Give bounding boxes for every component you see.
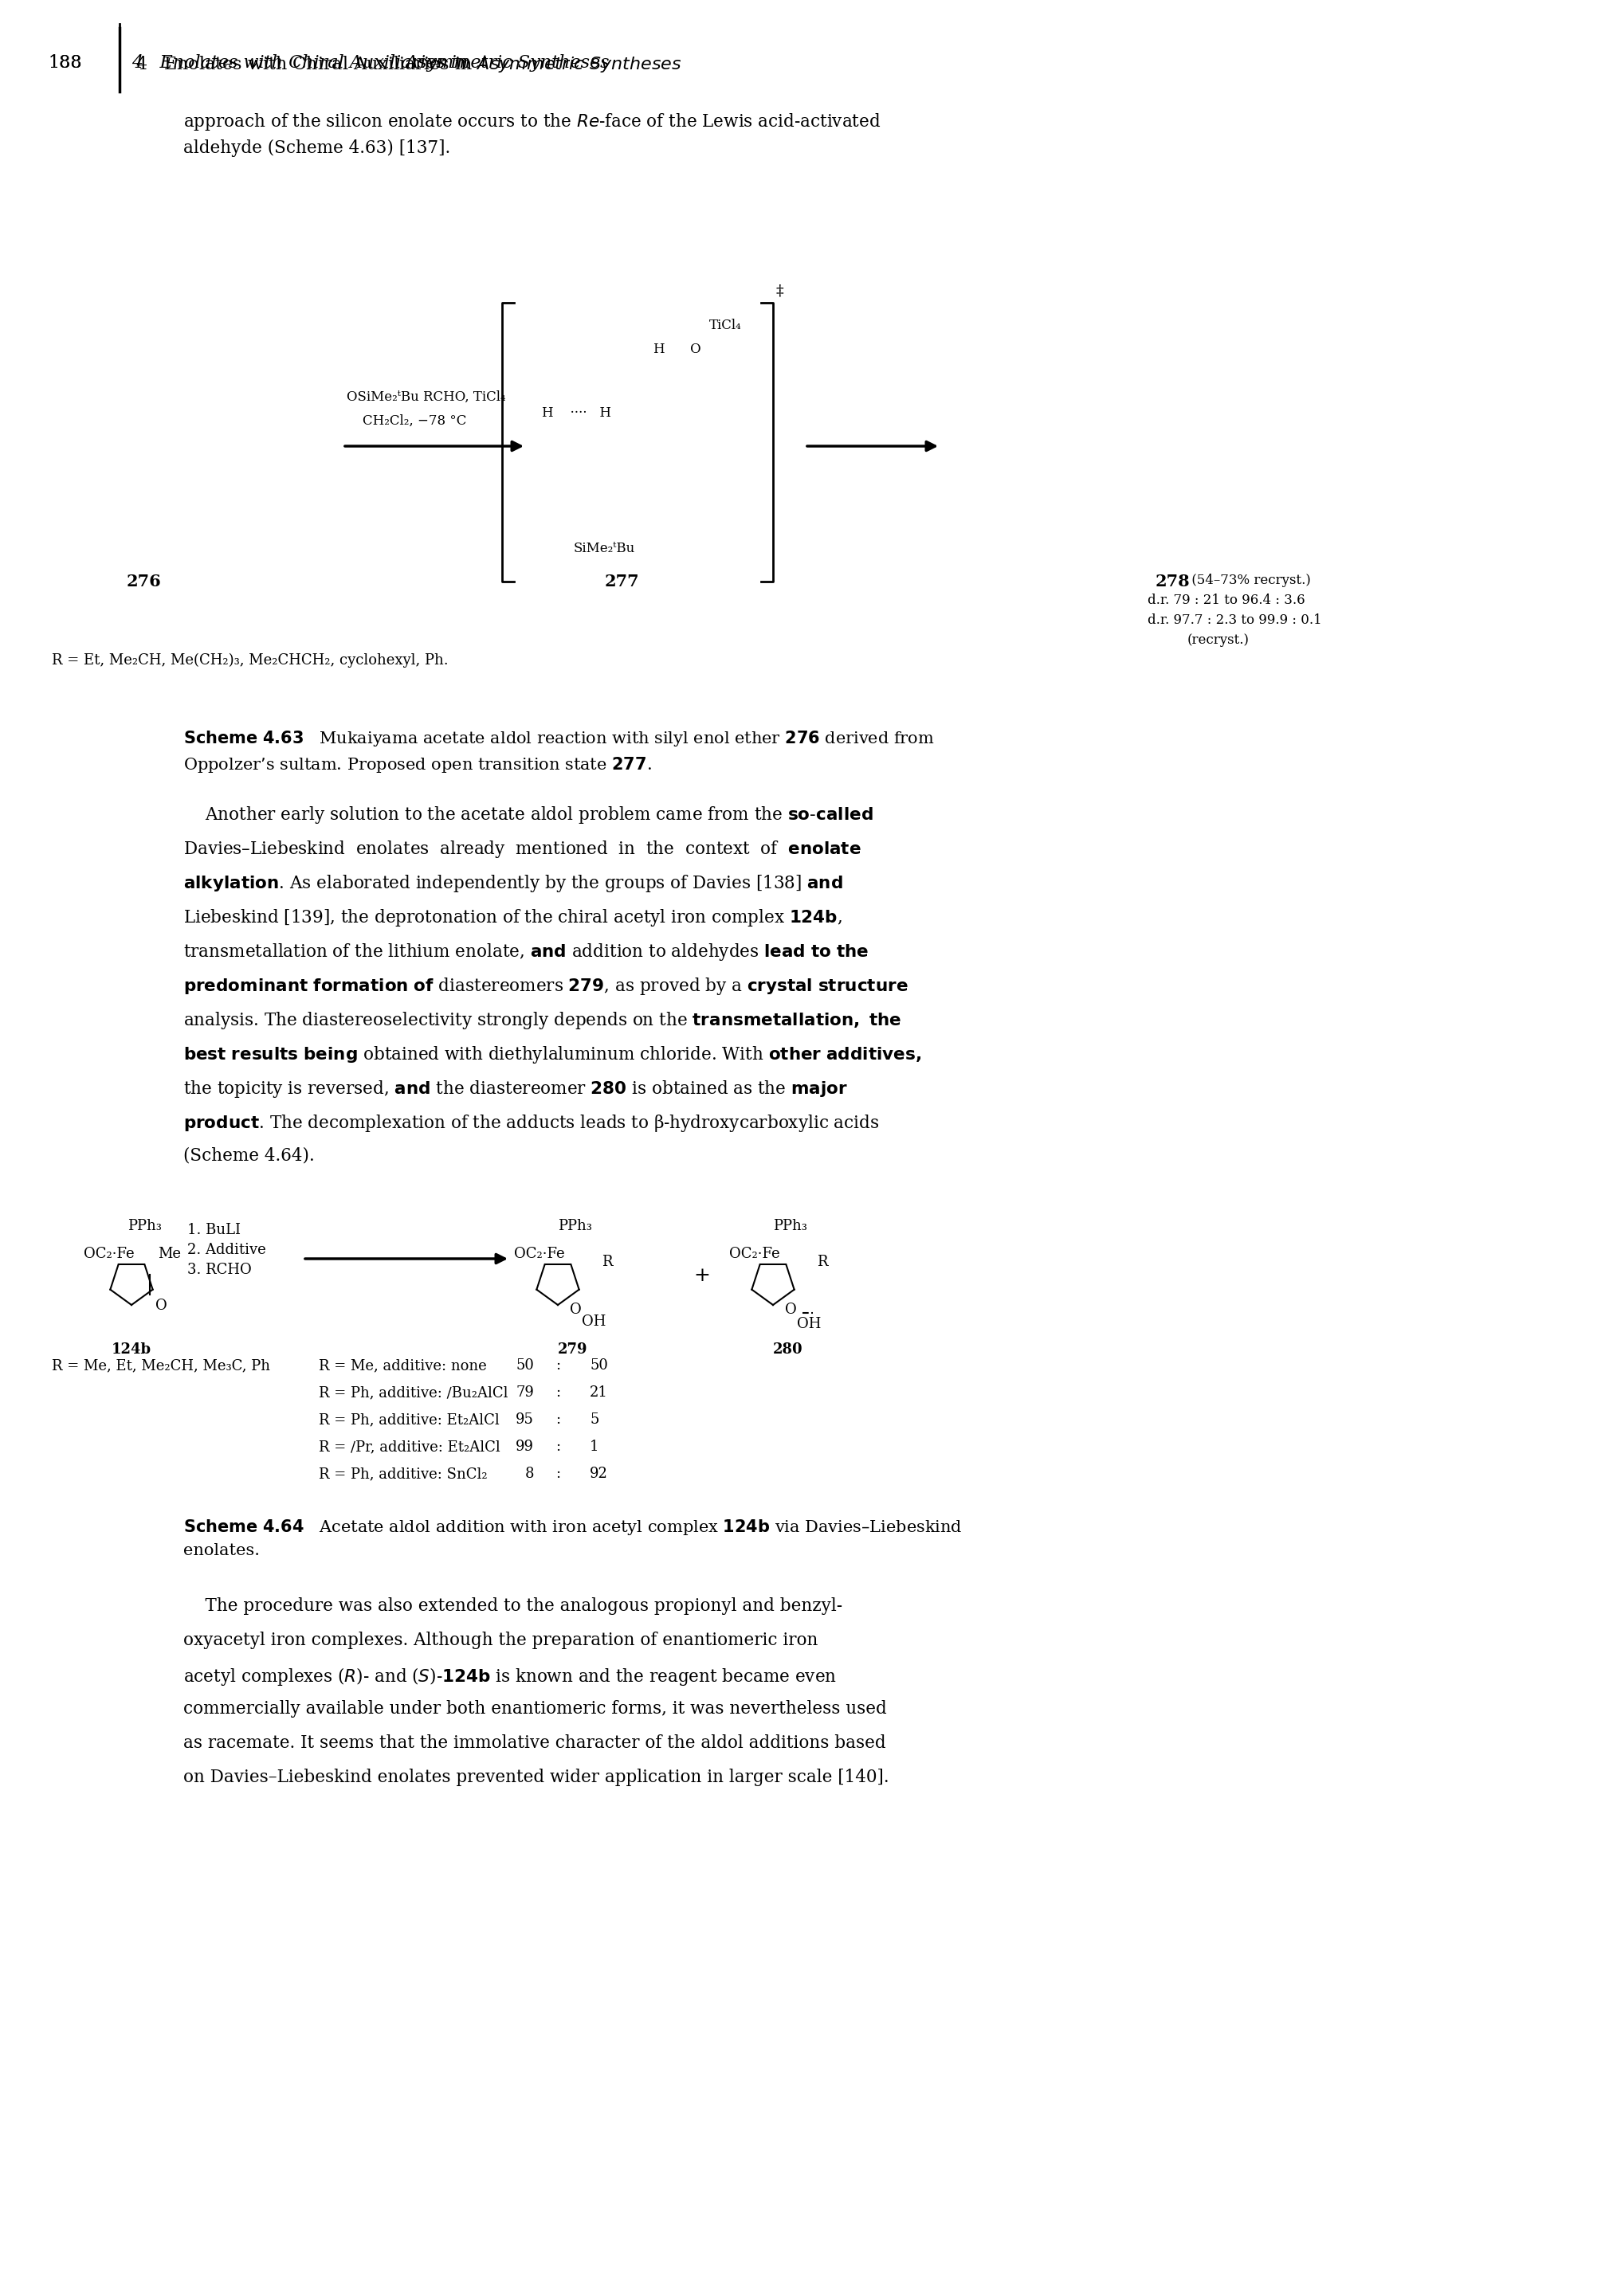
Bar bbox=[48, 232, 1555, 709]
Text: R = Ph, additive: SnCl₂: R = Ph, additive: SnCl₂ bbox=[319, 1467, 487, 1481]
Text: Liebeskind [139], the deprotonation of the chiral acetyl iron complex $\bf{124b}: Liebeskind [139], the deprotonation of t… bbox=[183, 907, 842, 928]
Text: 95: 95 bbox=[516, 1412, 533, 1426]
Text: SiMe₂ᵗBu: SiMe₂ᵗBu bbox=[573, 542, 636, 556]
Text: approach of the silicon enolate occurs to the $\it{Re}$-face of the Lewis acid-a: approach of the silicon enolate occurs t… bbox=[183, 113, 881, 158]
Text: TiCl₄: TiCl₄ bbox=[709, 319, 741, 333]
Text: $\bf{alkylation}$. As elaborated independently by the groups of Davies [138] $\b: $\bf{alkylation}$. As elaborated indepen… bbox=[183, 872, 844, 893]
Text: the topicity is reversed, $\bf{and}$ the diastereomer $\bf{280}$ is obtained as : the topicity is reversed, $\bf{and}$ the… bbox=[183, 1079, 849, 1100]
Text: R = ∕Pr, additive: Et₂AlCl: R = ∕Pr, additive: Et₂AlCl bbox=[319, 1440, 500, 1453]
Text: 4   Enolates with Chiral Auxiliaries in: 4 Enolates with Chiral Auxiliaries in bbox=[131, 55, 474, 71]
Text: O: O bbox=[784, 1302, 797, 1318]
Text: O: O bbox=[570, 1302, 581, 1318]
Text: $\bf{Scheme\ 4.64}$   Acetate aldol addition with iron acetyl complex $\bf{124b}: $\bf{Scheme\ 4.64}$ Acetate aldol additi… bbox=[183, 1518, 962, 1559]
Text: R = Me, Et, Me₂CH, Me₃C, Ph: R = Me, Et, Me₂CH, Me₃C, Ph bbox=[51, 1359, 271, 1373]
Text: transmetallation of the lithium enolate, $\bf{and}$ addition to aldehydes $\bf{l: transmetallation of the lithium enolate,… bbox=[183, 941, 869, 962]
Text: 280: 280 bbox=[773, 1343, 804, 1357]
Text: (54–73% recryst.): (54–73% recryst.) bbox=[1188, 574, 1311, 588]
Text: 79: 79 bbox=[516, 1384, 533, 1401]
Text: 3. RCHO: 3. RCHO bbox=[187, 1263, 251, 1277]
Text: :: : bbox=[556, 1412, 560, 1426]
Text: 277: 277 bbox=[604, 574, 639, 590]
Text: d.r. 79 : 21 to 96.4 : 3.6: d.r. 79 : 21 to 96.4 : 3.6 bbox=[1148, 595, 1305, 606]
Text: :: : bbox=[556, 1467, 560, 1481]
Text: 278: 278 bbox=[1156, 574, 1190, 590]
Text: 2. Additive: 2. Additive bbox=[187, 1242, 266, 1258]
Text: R = Ph, additive: ∕Bu₂AlCl: R = Ph, additive: ∕Bu₂AlCl bbox=[319, 1384, 508, 1401]
Text: analysis. The diastereoselectivity strongly depends on the $\bf{transmetallation: analysis. The diastereoselectivity stron… bbox=[183, 1010, 901, 1031]
Text: PPh₃: PPh₃ bbox=[773, 1219, 807, 1233]
Text: 8: 8 bbox=[525, 1467, 533, 1481]
Text: 188: 188 bbox=[48, 55, 82, 71]
Text: OH: OH bbox=[581, 1316, 605, 1329]
Text: :: : bbox=[556, 1440, 560, 1453]
Text: OC₂·Fe: OC₂·Fe bbox=[83, 1247, 134, 1261]
Text: OC₂·Fe: OC₂·Fe bbox=[728, 1247, 780, 1261]
Text: +: + bbox=[693, 1267, 709, 1286]
Text: PPh₃: PPh₃ bbox=[128, 1219, 162, 1233]
Text: 21: 21 bbox=[589, 1384, 608, 1401]
Text: R: R bbox=[817, 1254, 828, 1270]
Text: Asymmetric Syntheses: Asymmetric Syntheses bbox=[405, 55, 610, 71]
Text: commercially available under both enantiomeric forms, it was nevertheless used: commercially available under both enanti… bbox=[183, 1699, 887, 1717]
Text: H    ····   H: H ···· H bbox=[541, 406, 612, 420]
Text: oxyacetyl iron complexes. Although the preparation of enantiomeric iron: oxyacetyl iron complexes. Although the p… bbox=[183, 1632, 818, 1649]
Text: 99: 99 bbox=[516, 1440, 533, 1453]
Text: R = Me, additive: none: R = Me, additive: none bbox=[319, 1359, 487, 1373]
Text: (recryst.): (recryst.) bbox=[1188, 634, 1249, 647]
Text: on Davies–Liebeskind enolates prevented wider application in larger scale [140].: on Davies–Liebeskind enolates prevented … bbox=[183, 1768, 889, 1786]
Text: 1. BuLI: 1. BuLI bbox=[187, 1224, 240, 1238]
Text: $\bf{best}$ $\bf{results}$ $\bf{being}$ obtained with diethylaluminum chloride. : $\bf{best}$ $\bf{results}$ $\bf{being}$ … bbox=[183, 1045, 921, 1065]
Text: $\bf{Scheme\ 4.63}$   Mukaiyama acetate aldol reaction with silyl enol ether $\b: $\bf{Scheme\ 4.63}$ Mukaiyama acetate al… bbox=[183, 728, 935, 774]
Text: 50: 50 bbox=[516, 1359, 533, 1373]
Text: d.r. 97.7 : 2.3 to 99.9 : 0.1: d.r. 97.7 : 2.3 to 99.9 : 0.1 bbox=[1148, 613, 1322, 627]
Text: OH: OH bbox=[797, 1318, 821, 1332]
Text: :: : bbox=[556, 1359, 560, 1373]
Text: acetyl complexes ($R$)- and ($S$)-$\bf{124b}$ is known and the reagent became ev: acetyl complexes ($R$)- and ($S$)-$\bf{1… bbox=[183, 1667, 837, 1688]
Text: Davies–Liebeskind  enolates  already  mentioned  in  the  context  of  $\bf{enol: Davies–Liebeskind enolates already menti… bbox=[183, 838, 861, 859]
Text: 188: 188 bbox=[48, 55, 82, 71]
Text: 50: 50 bbox=[589, 1359, 608, 1373]
Text: as racemate. It seems that the immolative character of the aldol additions based: as racemate. It seems that the immolativ… bbox=[183, 1733, 885, 1752]
Text: R: R bbox=[602, 1254, 613, 1270]
Text: OC₂·Fe: OC₂·Fe bbox=[514, 1247, 565, 1261]
Text: H      O: H O bbox=[653, 342, 701, 356]
Text: ‡: ‡ bbox=[775, 285, 783, 298]
Text: Me: Me bbox=[158, 1247, 181, 1261]
Text: 5: 5 bbox=[589, 1412, 599, 1426]
Text: 4   Enolates with Chiral Auxiliaries in $\it{Asymmetric\ Syntheses}$: 4 Enolates with Chiral Auxiliaries in $\… bbox=[136, 55, 682, 73]
Text: R = Ph, additive: Et₂AlCl: R = Ph, additive: Et₂AlCl bbox=[319, 1412, 500, 1426]
Text: O: O bbox=[155, 1300, 167, 1313]
Text: R = Et, Me₂CH, Me(CH₂)₃, Me₂CHCH₂, cyclohexyl, Ph.: R = Et, Me₂CH, Me(CH₂)₃, Me₂CHCH₂, cyclo… bbox=[51, 654, 448, 668]
Text: $\bf{predominant}$ $\bf{formation}$ $\bf{of}$ diastereomers $\bf{279}$, as prove: $\bf{predominant}$ $\bf{formation}$ $\bf… bbox=[183, 976, 908, 996]
Text: 279: 279 bbox=[557, 1343, 588, 1357]
Text: 1: 1 bbox=[589, 1440, 599, 1453]
Text: :: : bbox=[556, 1384, 560, 1401]
Text: 276: 276 bbox=[126, 574, 160, 590]
Text: 124b: 124b bbox=[112, 1343, 152, 1357]
Text: The procedure was also extended to the analogous propionyl and benzyl-: The procedure was also extended to the a… bbox=[183, 1598, 842, 1614]
Text: (Scheme 4.64).: (Scheme 4.64). bbox=[183, 1148, 314, 1164]
Text: PPh₃: PPh₃ bbox=[557, 1219, 592, 1233]
Text: OSiMe₂ᵗBu RCHO, TiCl₄: OSiMe₂ᵗBu RCHO, TiCl₄ bbox=[347, 390, 506, 404]
Text: 92: 92 bbox=[589, 1467, 608, 1481]
Text: $\bf{product}$. The decomplexation of the adducts leads to β-hydroxycarboxylic a: $\bf{product}$. The decomplexation of th… bbox=[183, 1114, 879, 1134]
Text: CH₂Cl₂, −78 °C: CH₂Cl₂, −78 °C bbox=[362, 413, 466, 427]
Text: Another early solution to the acetate aldol problem came from the $\bf{so\text{-: Another early solution to the acetate al… bbox=[183, 804, 873, 824]
